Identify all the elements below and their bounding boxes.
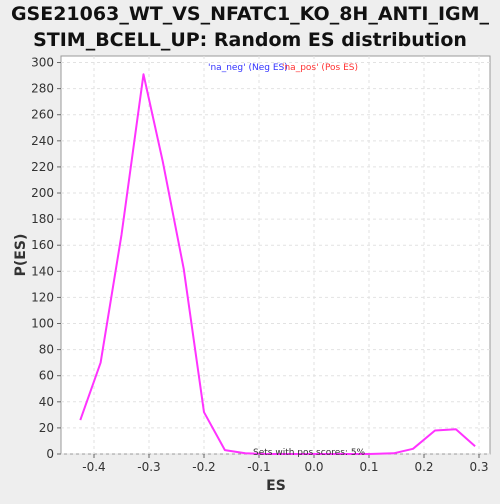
y-tick-label: 240 bbox=[31, 134, 54, 148]
es-distribution-line bbox=[79, 73, 476, 455]
chart-title-line-2: STIM_BCELL_UP: Random ES distribution bbox=[33, 29, 467, 51]
y-tick-label: 100 bbox=[31, 317, 54, 331]
legend-pos-label: 'na_pos' (Pos ES) bbox=[282, 63, 358, 73]
y-tick-label: 280 bbox=[31, 82, 54, 96]
y-tick-label: 260 bbox=[31, 108, 54, 122]
y-tick-label: 180 bbox=[31, 212, 54, 226]
x-axis-label: ES bbox=[266, 478, 286, 494]
y-tick-label: 20 bbox=[39, 421, 54, 435]
x-tick-label: 0.2 bbox=[414, 460, 433, 474]
legend-neg-label: 'na_neg' (Neg ES) bbox=[208, 63, 288, 73]
y-tick-label: 220 bbox=[31, 160, 54, 174]
y-tick-label: 160 bbox=[31, 238, 54, 252]
series-layer bbox=[79, 73, 476, 455]
x-tick-label: -0.2 bbox=[192, 460, 215, 474]
x-tick-label: -0.3 bbox=[137, 460, 160, 474]
grid-lines bbox=[61, 56, 490, 455]
y-tick-label: 200 bbox=[31, 186, 54, 200]
x-tick-label: 0.0 bbox=[304, 460, 323, 474]
x-tick-label: 0.3 bbox=[469, 460, 488, 474]
annotation-pos-scores: Sets with pos scores: 5% bbox=[253, 448, 366, 458]
axes: 0 20 40 60 80 100 120 140 160 180 200 220 240 260 280 3… bbox=[31, 56, 488, 474]
y-tick-label: 60 bbox=[39, 369, 54, 383]
y-axis-label: P(ES) bbox=[13, 234, 29, 277]
x-tick-label: 0.1 bbox=[359, 460, 378, 474]
y-tick-label: 140 bbox=[31, 264, 54, 278]
chart-title-line-1: GSE21063_WT_VS_NFATC1_KO_8H_ANTI_IGM_ bbox=[11, 3, 490, 25]
y-tick-label: 120 bbox=[31, 290, 54, 304]
x-tick-label: -0.4 bbox=[82, 460, 105, 474]
y-tick-label: 40 bbox=[39, 395, 54, 409]
y-tick-label: 80 bbox=[39, 343, 54, 357]
plot-area bbox=[60, 55, 491, 455]
y-tick-label: 300 bbox=[31, 56, 54, 70]
y-tick-label: 0 bbox=[46, 447, 54, 461]
x-tick-label: -0.1 bbox=[247, 460, 270, 474]
